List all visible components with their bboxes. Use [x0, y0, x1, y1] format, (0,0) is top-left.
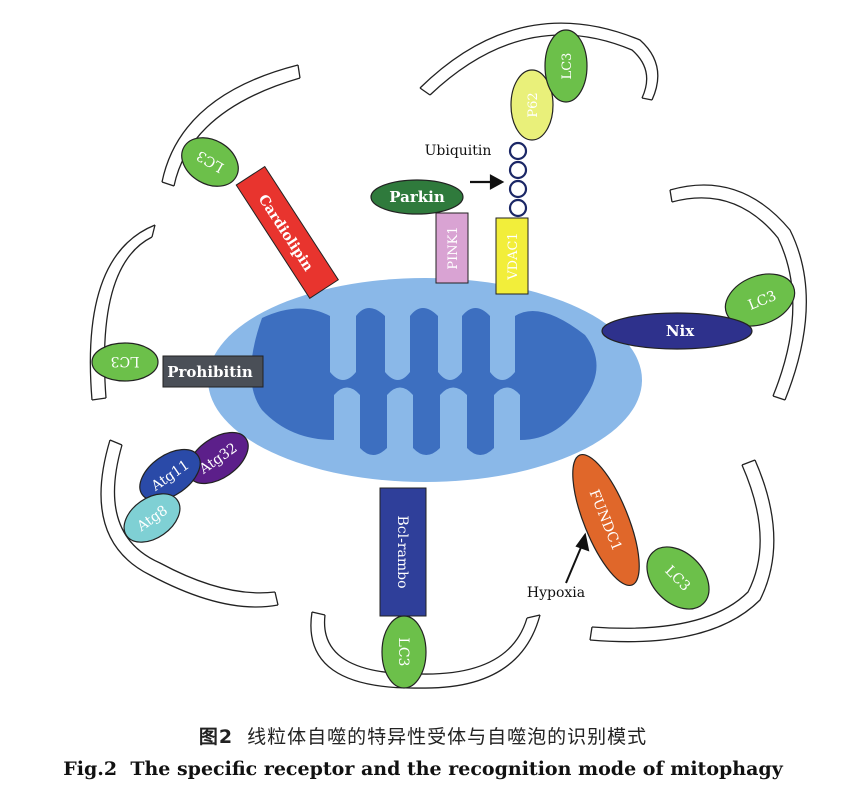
- membrane-top-right: [419, 22, 659, 101]
- hypoxia-label: Hypoxia: [527, 585, 585, 601]
- lc3-ellipse-p62: [544, 29, 588, 103]
- caption-chinese: 图2 线粒体自噬的特异性受体与自噬泡的识别模式: [0, 722, 846, 749]
- mitochondrion: [208, 278, 642, 482]
- arrow-hypoxia: [565, 532, 590, 584]
- lc3-ellipse-cardiolipin: [181, 137, 239, 187]
- pink1-parkin-group: PINK1 Parkin VDAC1 Ubiquitin P62 LC3: [370, 29, 588, 295]
- bcl-rambo-group: Bcl-rambo LC3: [379, 487, 427, 689]
- caption-en-number: Fig.2: [63, 758, 118, 780]
- atg11-ellipse: [139, 448, 201, 502]
- membrane-bottom-left: [100, 439, 279, 608]
- fundc1-ellipse: [572, 453, 640, 587]
- prohibitin-group: Prohibitin LC3: [91, 342, 264, 388]
- mitochondrion-cristae: [251, 308, 597, 455]
- p62-label: P62: [526, 92, 541, 117]
- nix-ellipse: [601, 312, 753, 350]
- lc3-label-bcl-rambo: LC3: [395, 638, 411, 667]
- prohibitin-bar: [162, 355, 264, 388]
- lc3-ellipse-bcl-rambo: [381, 615, 427, 689]
- fundc1-group: FUNDC1 LC3 Hypoxia: [527, 453, 710, 610]
- caption-cn-number: 图2: [198, 726, 234, 748]
- phagophore-membranes: [89, 22, 807, 689]
- nix-label: Nix: [666, 322, 695, 340]
- lc3-label-p62: LC3: [560, 53, 575, 80]
- vdac1-bar: [495, 217, 529, 295]
- atg-group: Atg32 Atg11 Atg8: [123, 431, 249, 543]
- atg8-ellipse: [123, 493, 181, 543]
- membrane-top-left: [161, 64, 301, 187]
- pink1-label: PINK1: [446, 226, 461, 269]
- cardiolipin-bar: [235, 165, 339, 299]
- pink1-bar: [435, 212, 469, 284]
- ubiquitin-chain: [508, 141, 528, 218]
- parkin-ellipse: [370, 179, 464, 215]
- cardiolipin-group: Cardiolipin LC3: [181, 137, 339, 299]
- nix-group: LC3 Nix: [601, 273, 796, 350]
- lc3-ellipse-fundc1: [646, 546, 710, 610]
- caption-english: Fig.2 The specific receptor and the reco…: [0, 758, 846, 780]
- prohibitin-label: Prohibitin: [167, 363, 253, 381]
- membrane-bottom-right: [589, 459, 775, 643]
- parkin-label: Parkin: [389, 188, 445, 206]
- caption-cn-title: 线粒体自噬的特异性受体与自噬泡的识别模式: [247, 726, 648, 748]
- p62-ellipse: [510, 69, 554, 141]
- lc3-ellipse-prohibitin: [91, 342, 159, 382]
- arrow-parkin-to-ubiquitin: [470, 174, 505, 190]
- lc3-label-prohibitin: LC3: [111, 353, 140, 369]
- mitophagy-diagram: Cardiolipin LC3 Prohibitin LC3 PINK1 Par…: [89, 22, 807, 689]
- bcl-rambo-label: Bcl-rambo: [394, 515, 410, 588]
- lc3-ellipse-nix: [724, 273, 796, 327]
- ubiquitin-label: Ubiquitin: [425, 143, 492, 159]
- membrane-right: [669, 184, 807, 401]
- vdac1-label: VDAC1: [506, 232, 521, 280]
- caption-en-title: The specific receptor and the recognitio…: [130, 758, 783, 780]
